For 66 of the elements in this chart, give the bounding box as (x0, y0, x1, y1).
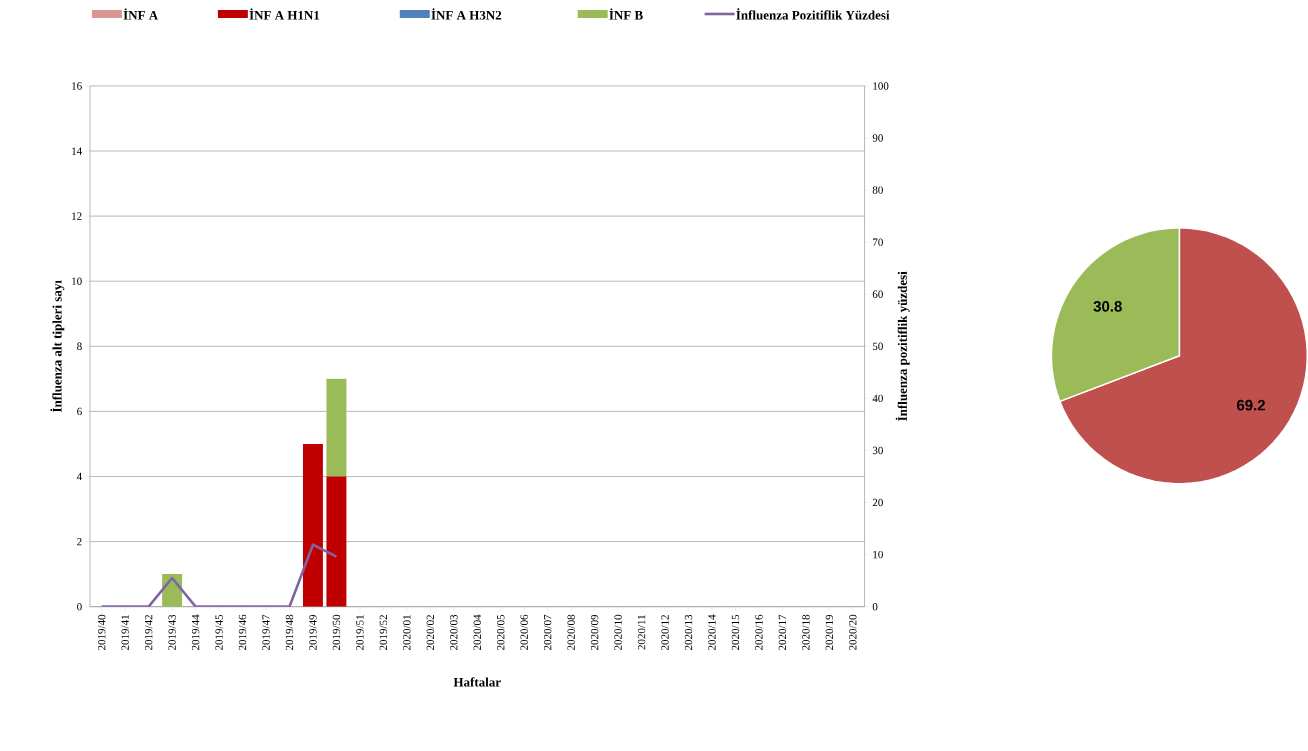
bar (326, 476, 347, 607)
y2-tick-label: 0 (872, 603, 878, 611)
x-tick-label: 2019/50 (332, 615, 341, 651)
x-tick-label: 2019/41 (121, 615, 129, 651)
x-tick-label: 2020/11 (637, 615, 646, 650)
bar (326, 379, 347, 477)
y-tick-label: 10 (72, 277, 82, 286)
data-label: 30.8 (1093, 301, 1122, 312)
x-tick-label: 2019/48 (285, 615, 294, 651)
y2-tick-label: 100 (873, 82, 889, 90)
x-tick-label: 2020/17 (778, 614, 787, 651)
x-tick-label: 2020/02 (426, 615, 435, 651)
y2-tick-label: 10 (873, 551, 883, 559)
x-tick-label: 2020/03 (450, 615, 458, 651)
y2-tick-label: 50 (872, 342, 883, 351)
x-tick-label: 2019/47 (262, 614, 270, 651)
x-tick-label: 2020/18 (802, 615, 810, 651)
x-tick-label: 2019/42 (144, 615, 153, 651)
x-tick-label: 2019/43 (168, 615, 176, 651)
x-tick-label: 2020/08 (567, 615, 575, 651)
x-tick-label: 2019/49 (309, 615, 317, 651)
x-tick-label: 2020/19 (825, 615, 834, 651)
y-tick-label: 16 (72, 82, 82, 90)
x-axis-title: Haftalar (453, 677, 501, 687)
legend-label: İNF A (123, 8, 159, 20)
y2-tick-label: 40 (872, 394, 883, 403)
y2-tick-label: 60 (872, 290, 883, 299)
data-label: 69.2 (1236, 400, 1265, 411)
y2-tick-label: 90 (872, 134, 883, 142)
x-tick-label: 2019/51 (356, 615, 364, 651)
bar (302, 444, 323, 607)
x-tick-label: 2020/13 (684, 615, 693, 651)
y-tick-label: 6 (77, 407, 82, 416)
y-tick-label: 14 (72, 147, 82, 155)
x-tick-label: 2020/16 (755, 614, 763, 651)
x-tick-label: 2020/04 (473, 614, 481, 651)
y-tick-label: 4 (76, 473, 82, 481)
y2-tick-label: 70 (873, 238, 883, 247)
y-tick-label: 8 (77, 342, 82, 351)
legend-label: İNF B (609, 8, 643, 20)
x-tick-label: 2019/40 (97, 615, 106, 651)
x-tick-label: 2020/01 (403, 615, 411, 651)
x-tick-label: 2020/05 (497, 615, 505, 651)
x-tick-label: 2020/10 (614, 615, 622, 651)
y-tick-label: 2 (77, 538, 82, 546)
y-axis-title: İnfluenza alt tipleri sayı (50, 280, 65, 413)
x-tick-label: 2019/52 (379, 615, 388, 651)
x-tick-label: 2020/20 (849, 615, 857, 651)
x-tick-label: 2019/45 (215, 615, 223, 651)
legend-label: İNF A H1N1 (249, 8, 320, 20)
y2-axis-title: İnfluenza pozitiflik yüzdesi (895, 271, 910, 422)
legend-label: İnfluenza Pozitiflik Yüzdesi (736, 8, 890, 20)
x-tick-label: 2020/07 (543, 614, 552, 651)
y2-tick-label: 80 (872, 186, 883, 194)
y2-tick-label: 30 (872, 446, 883, 455)
x-tick-label: 2020/14 (708, 614, 716, 651)
legend-label: İNF A H3N2 (431, 8, 502, 20)
x-tick-label: 2019/44 (191, 614, 200, 651)
x-tick-label: 2020/12 (661, 615, 669, 651)
x-tick-label: 2019/46 (238, 614, 247, 651)
y2-tick-label: 20 (872, 499, 883, 507)
x-tick-label: 2020/06 (520, 614, 528, 651)
y-tick-label: 0 (77, 603, 82, 611)
y-tick-label: 12 (72, 212, 82, 220)
x-tick-label: 2020/09 (590, 615, 599, 651)
x-tick-label: 2020/15 (731, 615, 740, 651)
